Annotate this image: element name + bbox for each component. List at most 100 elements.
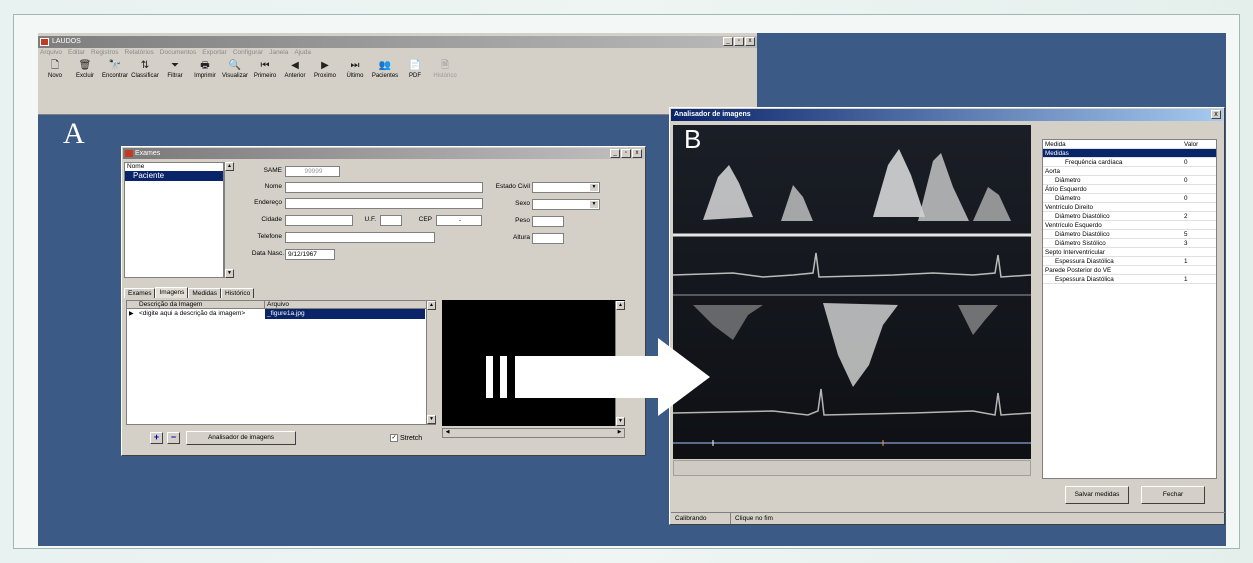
table-row[interactable]: Espessura Diastólica 1 [1043, 275, 1216, 284]
close-analyzer-button[interactable]: Fechar [1141, 486, 1205, 504]
menu-configurar[interactable]: Configurar [232, 49, 264, 56]
image-analyzer-button[interactable]: Analisador de imagens [186, 431, 296, 445]
measure-value[interactable]: 0 [1184, 195, 1188, 202]
table-row[interactable]: Ventrículo Esquerdo [1043, 221, 1216, 230]
remove-image-button[interactable]: − [167, 432, 180, 444]
minimize-button[interactable]: _ [723, 37, 733, 46]
chevron-down-icon[interactable]: ▼ [590, 184, 598, 191]
toolbar-imprimir-button[interactable]: 🖶 Imprimir [190, 59, 220, 87]
data-nasc-field[interactable]: 9/12/1967 [285, 249, 335, 260]
telefone-field[interactable] [285, 232, 435, 243]
menu-registros[interactable]: Registros [91, 49, 119, 56]
grid-cell-arquivo[interactable]: _figure1a.jpg [265, 309, 425, 319]
tab-historico[interactable]: Histórico [221, 288, 255, 298]
scroll-up-arrow-icon[interactable]: ▲ [616, 301, 625, 310]
toolbar-filtrar-button[interactable]: ⏷ Filtrar [160, 59, 190, 87]
toolbar-historico-button[interactable]: 🗎 Histórico [430, 59, 460, 87]
toolbar-label: Proximo [313, 73, 336, 79]
endereco-field[interactable] [285, 198, 483, 209]
images-grid[interactable]: Descrição da Imagem Arquivo ▶ <digite aq… [126, 300, 436, 425]
estado-civil-select[interactable]: ▼ [532, 182, 600, 193]
toolbar-visualizar-button[interactable]: 🔍 Visualizar [220, 59, 250, 87]
uf-field[interactable] [380, 215, 402, 226]
scroll-right-arrow-icon[interactable]: ▶ [617, 429, 622, 435]
add-image-button[interactable]: + [150, 432, 163, 444]
scroll-up-arrow-icon[interactable]: ▲ [225, 162, 234, 171]
scroll-down-arrow-icon[interactable]: ▼ [225, 269, 234, 278]
table-row[interactable]: Átrio Esquerdo [1043, 185, 1216, 194]
patient-list-scrollbar[interactable]: ▲ ▼ [224, 162, 234, 278]
same-field[interactable]: 99999 [285, 166, 340, 177]
peso-label: Peso [515, 217, 530, 224]
peso-field[interactable] [532, 216, 564, 227]
toolbar-pacientes-button[interactable]: 👥 Pacientes [370, 59, 400, 87]
scroll-down-arrow-icon[interactable]: ▼ [427, 415, 436, 424]
table-row[interactable]: Diâmetro Diastólico 5 [1043, 230, 1216, 239]
menu-editar[interactable]: Editar [68, 49, 86, 56]
table-row[interactable]: Diâmetro Sistólico 3 [1043, 239, 1216, 248]
exames-minimize-button[interactable]: _ [610, 149, 620, 158]
menu-ajuda[interactable]: Ajuda [294, 49, 311, 56]
grid-cell-descricao[interactable]: <digite aqui a descrição da imagem> [139, 310, 246, 317]
toolbar-label: Histórico [433, 73, 457, 79]
menu-janela[interactable]: Janela [269, 49, 289, 56]
nome-field[interactable] [285, 182, 483, 193]
table-row[interactable]: Espessura Diastólica 1 [1043, 257, 1216, 266]
table-row[interactable]: Diâmetro 0 [1043, 176, 1216, 185]
tab-imagens[interactable]: Imagens [155, 287, 189, 298]
measure-name: Ventrículo Direito [1045, 204, 1093, 211]
measure-value[interactable]: 2 [1184, 213, 1188, 220]
scroll-left-arrow-icon[interactable]: ◀ [445, 429, 450, 435]
toolbar-ultimo-button[interactable]: ⏭ Último [340, 59, 370, 87]
toolbar-excluir-button[interactable]: 🗑 Excluir [70, 59, 100, 87]
menu-documentos[interactable]: Documentos [159, 49, 197, 56]
echocardiogram-image[interactable] [673, 125, 1031, 459]
analyzer-close-button[interactable]: x [1211, 110, 1221, 119]
table-row[interactable]: Ventrículo Direito [1043, 203, 1216, 212]
stretch-checkbox[interactable]: ✓ [390, 434, 398, 442]
exames-maximize-button[interactable]: ▫ [621, 149, 631, 158]
table-row[interactable]: Diâmetro Diastólico 2 [1043, 212, 1216, 221]
cidade-field[interactable] [285, 215, 353, 226]
toolbar-anterior-button[interactable]: ◀ Anterior [280, 59, 310, 87]
table-row[interactable]: ▶ <digite aqui a descrição da imagem> _f… [127, 309, 435, 319]
chevron-down-icon[interactable]: ▼ [590, 201, 598, 208]
grid-scrollbar[interactable]: ▲ ▼ [426, 301, 436, 424]
close-button[interactable]: x [745, 37, 755, 46]
patient-list-item[interactable]: Paciente [125, 171, 223, 181]
tab-medidas[interactable]: Medidas [188, 288, 221, 298]
measure-value[interactable]: 1 [1184, 276, 1188, 283]
sexo-select[interactable]: ▼ [532, 199, 600, 210]
toolbar-pdf-button[interactable]: 📄 PDF [400, 59, 430, 87]
patient-list[interactable]: Nome Paciente [124, 162, 224, 278]
exames-close-button[interactable]: x [632, 149, 642, 158]
menu-exportar[interactable]: Exportar [202, 49, 227, 56]
table-row[interactable]: Aorta [1043, 167, 1216, 176]
toolbar-proximo-button[interactable]: ▶ Proximo [310, 59, 340, 87]
cep-field[interactable]: - [436, 215, 482, 226]
measure-value[interactable]: 1 [1184, 258, 1188, 265]
scroll-down-arrow-icon[interactable]: ▼ [616, 417, 625, 426]
maximize-button[interactable]: ▫ [734, 37, 744, 46]
measure-value[interactable]: 0 [1184, 177, 1188, 184]
table-row[interactable]: Septo Interventricular [1043, 248, 1216, 257]
toolbar-novo-button[interactable]: 🗋 Novo [40, 59, 70, 87]
toolbar-classificar-button[interactable]: ⇅ Classificar [130, 59, 160, 87]
table-row[interactable]: Diâmetro 0 [1043, 194, 1216, 203]
menu-arquivo[interactable]: Arquivo [40, 49, 63, 56]
preview-horizontal-scrollbar[interactable]: ◀ ▶ [442, 428, 625, 438]
table-row[interactable]: Frequência cardíaca 0 [1043, 158, 1216, 167]
table-row[interactable]: Parede Posterior do VE [1043, 266, 1216, 275]
tab-exames[interactable]: Exames [124, 288, 156, 298]
scroll-up-arrow-icon[interactable]: ▲ [427, 301, 436, 310]
toolbar-encontrar-button[interactable]: 🔭 Encontrar [100, 59, 130, 87]
save-measurements-button[interactable]: Salvar medidas [1065, 486, 1129, 504]
measurements-table[interactable]: Medida Valor Medidas Frequência cardíaca 0… [1042, 139, 1217, 479]
altura-field[interactable] [532, 233, 564, 244]
measure-value[interactable]: 0 [1184, 159, 1188, 166]
toolbar-primeiro-button[interactable]: ⏮ Primeiro [250, 59, 280, 87]
table-row[interactable]: Medidas [1043, 149, 1216, 158]
measure-value[interactable]: 3 [1184, 240, 1188, 247]
menu-relatorios[interactable]: Relatórios [124, 49, 154, 56]
measure-value[interactable]: 5 [1184, 231, 1188, 238]
